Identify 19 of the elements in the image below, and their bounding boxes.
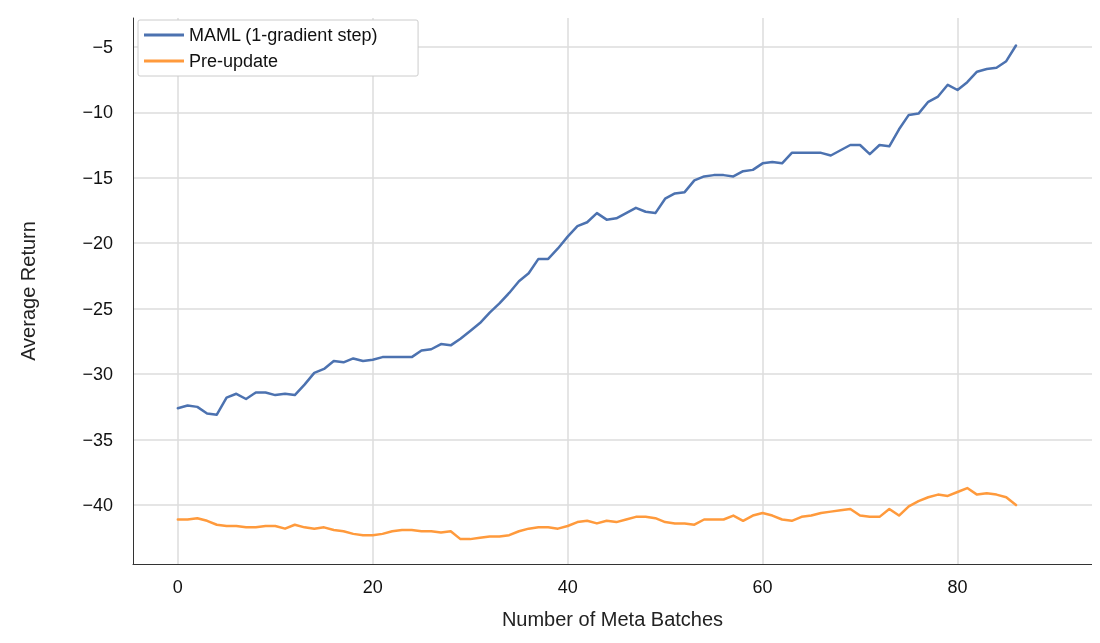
- x-tick-label: 40: [557, 577, 578, 597]
- x-tick-label: 80: [947, 577, 968, 597]
- line-series: [176, 486, 1018, 541]
- x-tick-label: 0: [172, 577, 183, 597]
- x-tick-label: 20: [362, 577, 383, 597]
- y-tick-label: −30: [82, 364, 113, 385]
- legend-label: MAML (1-gradient step): [189, 25, 378, 45]
- x-axis-title: Number of Meta Batches: [501, 608, 724, 630]
- y-tick-label: −15: [82, 167, 113, 188]
- y-axis-title: Average Return: [17, 221, 39, 361]
- x-tick-label: 60: [752, 577, 773, 597]
- y-tick-label: −40: [82, 495, 113, 516]
- y-tick-label: −20: [82, 233, 113, 254]
- legend-label: Pre-update: [189, 51, 279, 71]
- y-tick-label: −5: [92, 36, 113, 57]
- y-tick-label: −10: [82, 102, 113, 123]
- y-tick-label: −25: [82, 298, 113, 319]
- y-tick-label: −35: [82, 429, 113, 450]
- line-series: [176, 44, 1018, 416]
